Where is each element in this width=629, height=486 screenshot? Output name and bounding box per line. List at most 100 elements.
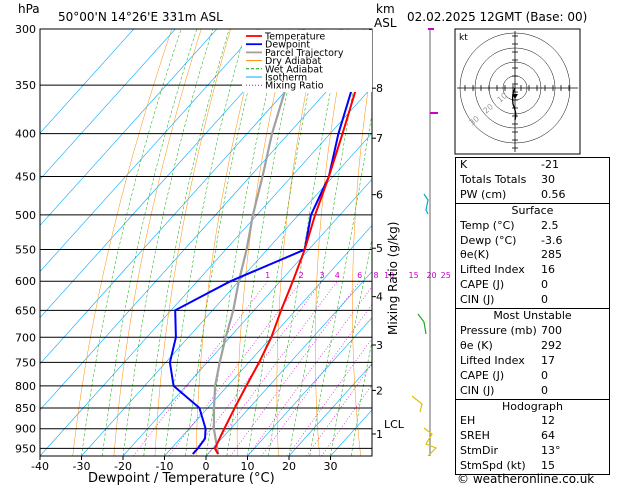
index-label: StmDir bbox=[460, 444, 499, 458]
legend-label: Temperature bbox=[264, 32, 325, 43]
pressure-tick-label: 650 bbox=[15, 304, 36, 317]
mixing-ratio-line bbox=[247, 286, 372, 456]
wind-barb-850 bbox=[411, 395, 423, 413]
x-axis-label: Dewpoint / Temperature (°C) bbox=[88, 471, 275, 486]
asl-unit: ASL bbox=[374, 16, 397, 30]
temperature-line bbox=[213, 33, 372, 455]
mixing-ratio-label: 15 bbox=[409, 271, 419, 280]
temperature-tick-label: -10 bbox=[156, 460, 174, 473]
legend-label: Isotherm bbox=[265, 73, 307, 84]
km-unit: km bbox=[376, 2, 395, 16]
temperature-tick-label: 30 bbox=[324, 460, 338, 473]
index-label: EH bbox=[460, 414, 476, 428]
km-tick-label: 8 bbox=[376, 82, 383, 95]
index-value: -21 bbox=[541, 158, 559, 171]
isotherm-line bbox=[205, 271, 372, 456]
isotherm-line bbox=[40, 29, 218, 226]
index-row: Lifted Index 16 bbox=[456, 263, 609, 278]
index-value: 0 bbox=[541, 278, 548, 292]
index-label: Temp (°C) bbox=[460, 218, 515, 232]
datetime-title: 02.02.2025 12GMT (Base: 00) bbox=[407, 10, 587, 24]
hodograph-frame bbox=[454, 28, 581, 155]
wet-adiabat-line bbox=[268, 29, 344, 456]
wet-adiabat-line bbox=[164, 29, 247, 456]
parcel-trajectory-line bbox=[212, 29, 305, 455]
mixing-ratio-label: 25 bbox=[441, 271, 451, 280]
index-row: K -21 bbox=[456, 158, 609, 173]
index-row: EH 12 bbox=[456, 414, 609, 429]
isotherm-line bbox=[40, 29, 176, 180]
wet-adiabat-line bbox=[143, 29, 230, 456]
hodograph-unit: kt bbox=[459, 33, 468, 43]
index-row: PW (cm) 0.56 bbox=[456, 188, 609, 203]
pressure-tick-label: 950 bbox=[15, 442, 36, 455]
pressure-tick-label: 500 bbox=[15, 209, 36, 222]
mixing-ratio-label: 8 bbox=[374, 271, 379, 280]
wet-adiabat-line bbox=[81, 29, 182, 456]
mixing-ratio-label: 1 bbox=[265, 271, 270, 280]
mixing-ratio-line bbox=[261, 304, 372, 456]
pressure-tick-label: 800 bbox=[15, 380, 36, 393]
km-tick-label: 1 bbox=[376, 428, 383, 441]
mixing-ratio-label: 2 bbox=[299, 271, 304, 280]
index-label: θe (K) bbox=[460, 338, 493, 352]
mixing-ratio-line bbox=[190, 281, 323, 456]
index-row: CAPE (J) 0 bbox=[456, 369, 609, 384]
wet-adiabat-line bbox=[288, 29, 366, 456]
legend-label: Wet Adiabat bbox=[265, 64, 323, 75]
index-label: CAPE (J) bbox=[460, 368, 505, 382]
legend-label: Dry Adiabat bbox=[265, 56, 322, 67]
surface-header: Surface bbox=[511, 203, 554, 217]
pressure-tick-label: 300 bbox=[15, 23, 36, 36]
isotherm-line bbox=[288, 363, 372, 456]
index-row: Lifted Index 17 bbox=[456, 354, 609, 369]
mixing-ratio-line bbox=[168, 281, 302, 456]
pressure-tick-label: 900 bbox=[15, 423, 36, 436]
index-value: 0.56 bbox=[541, 187, 566, 201]
dry-adiabat-line bbox=[236, 29, 290, 456]
index-row: CIN (J) 0 bbox=[456, 293, 609, 308]
index-value: 292 bbox=[541, 338, 562, 352]
index-value: 700 bbox=[541, 323, 562, 337]
mixing-ratio-label: 4 bbox=[335, 271, 340, 280]
mixing-ratio-line bbox=[133, 281, 268, 456]
index-row: Totals Totals 30 bbox=[456, 173, 609, 188]
index-label: CIN (J) bbox=[460, 383, 495, 397]
index-label: StmSpd (kt) bbox=[460, 459, 526, 473]
dry-adiabat-line bbox=[195, 29, 261, 456]
mixing-ratio-line bbox=[230, 281, 360, 456]
dry-adiabat-line bbox=[276, 29, 320, 456]
index-row: SREH 64 bbox=[456, 429, 609, 444]
pressure-tick-label: 600 bbox=[15, 275, 36, 288]
mixing-ratio-label: 10 bbox=[384, 271, 394, 280]
km-tick-label: 7 bbox=[376, 132, 383, 145]
isotherm-line bbox=[122, 178, 372, 456]
indices-table: K -21 Totals Totals 30 PW (cm) 0.56 Surface T… bbox=[455, 157, 610, 476]
index-value: 17 bbox=[541, 353, 555, 367]
dry-adiabat-line bbox=[154, 29, 231, 456]
index-label: Totals Totals bbox=[460, 172, 527, 186]
index-row: CIN (J) 0 bbox=[456, 384, 609, 399]
index-row: θe (K) 292 bbox=[456, 339, 609, 354]
mixing-ratio-line bbox=[206, 281, 338, 456]
index-row: Dewp (°C) -3.6 bbox=[456, 234, 609, 249]
legend-box bbox=[242, 30, 372, 92]
dry-adiabat-line bbox=[72, 29, 173, 456]
dry-adiabat-line bbox=[613, 29, 629, 456]
index-label: Dewp (°C) bbox=[460, 233, 517, 247]
dry-adiabat-line bbox=[315, 29, 349, 456]
mixing-ratio-label: 6 bbox=[357, 271, 362, 280]
isotherm-line bbox=[247, 317, 372, 456]
index-row: StmDir 13° bbox=[456, 444, 609, 459]
km-tick-label: 3 bbox=[376, 339, 383, 352]
pressure-tick-label: 550 bbox=[15, 244, 36, 257]
index-label: K bbox=[460, 158, 468, 171]
wet-adiabat-line bbox=[309, 112, 372, 456]
isotherm-line bbox=[40, 29, 135, 134]
wet-adiabat-line bbox=[185, 29, 265, 456]
index-value: 285 bbox=[541, 248, 562, 262]
isotherm-line bbox=[81, 132, 372, 456]
km-tick-label: 2 bbox=[376, 384, 383, 397]
pressure-tick-label: 350 bbox=[15, 79, 36, 92]
km-tick-label: 4 bbox=[376, 291, 383, 304]
